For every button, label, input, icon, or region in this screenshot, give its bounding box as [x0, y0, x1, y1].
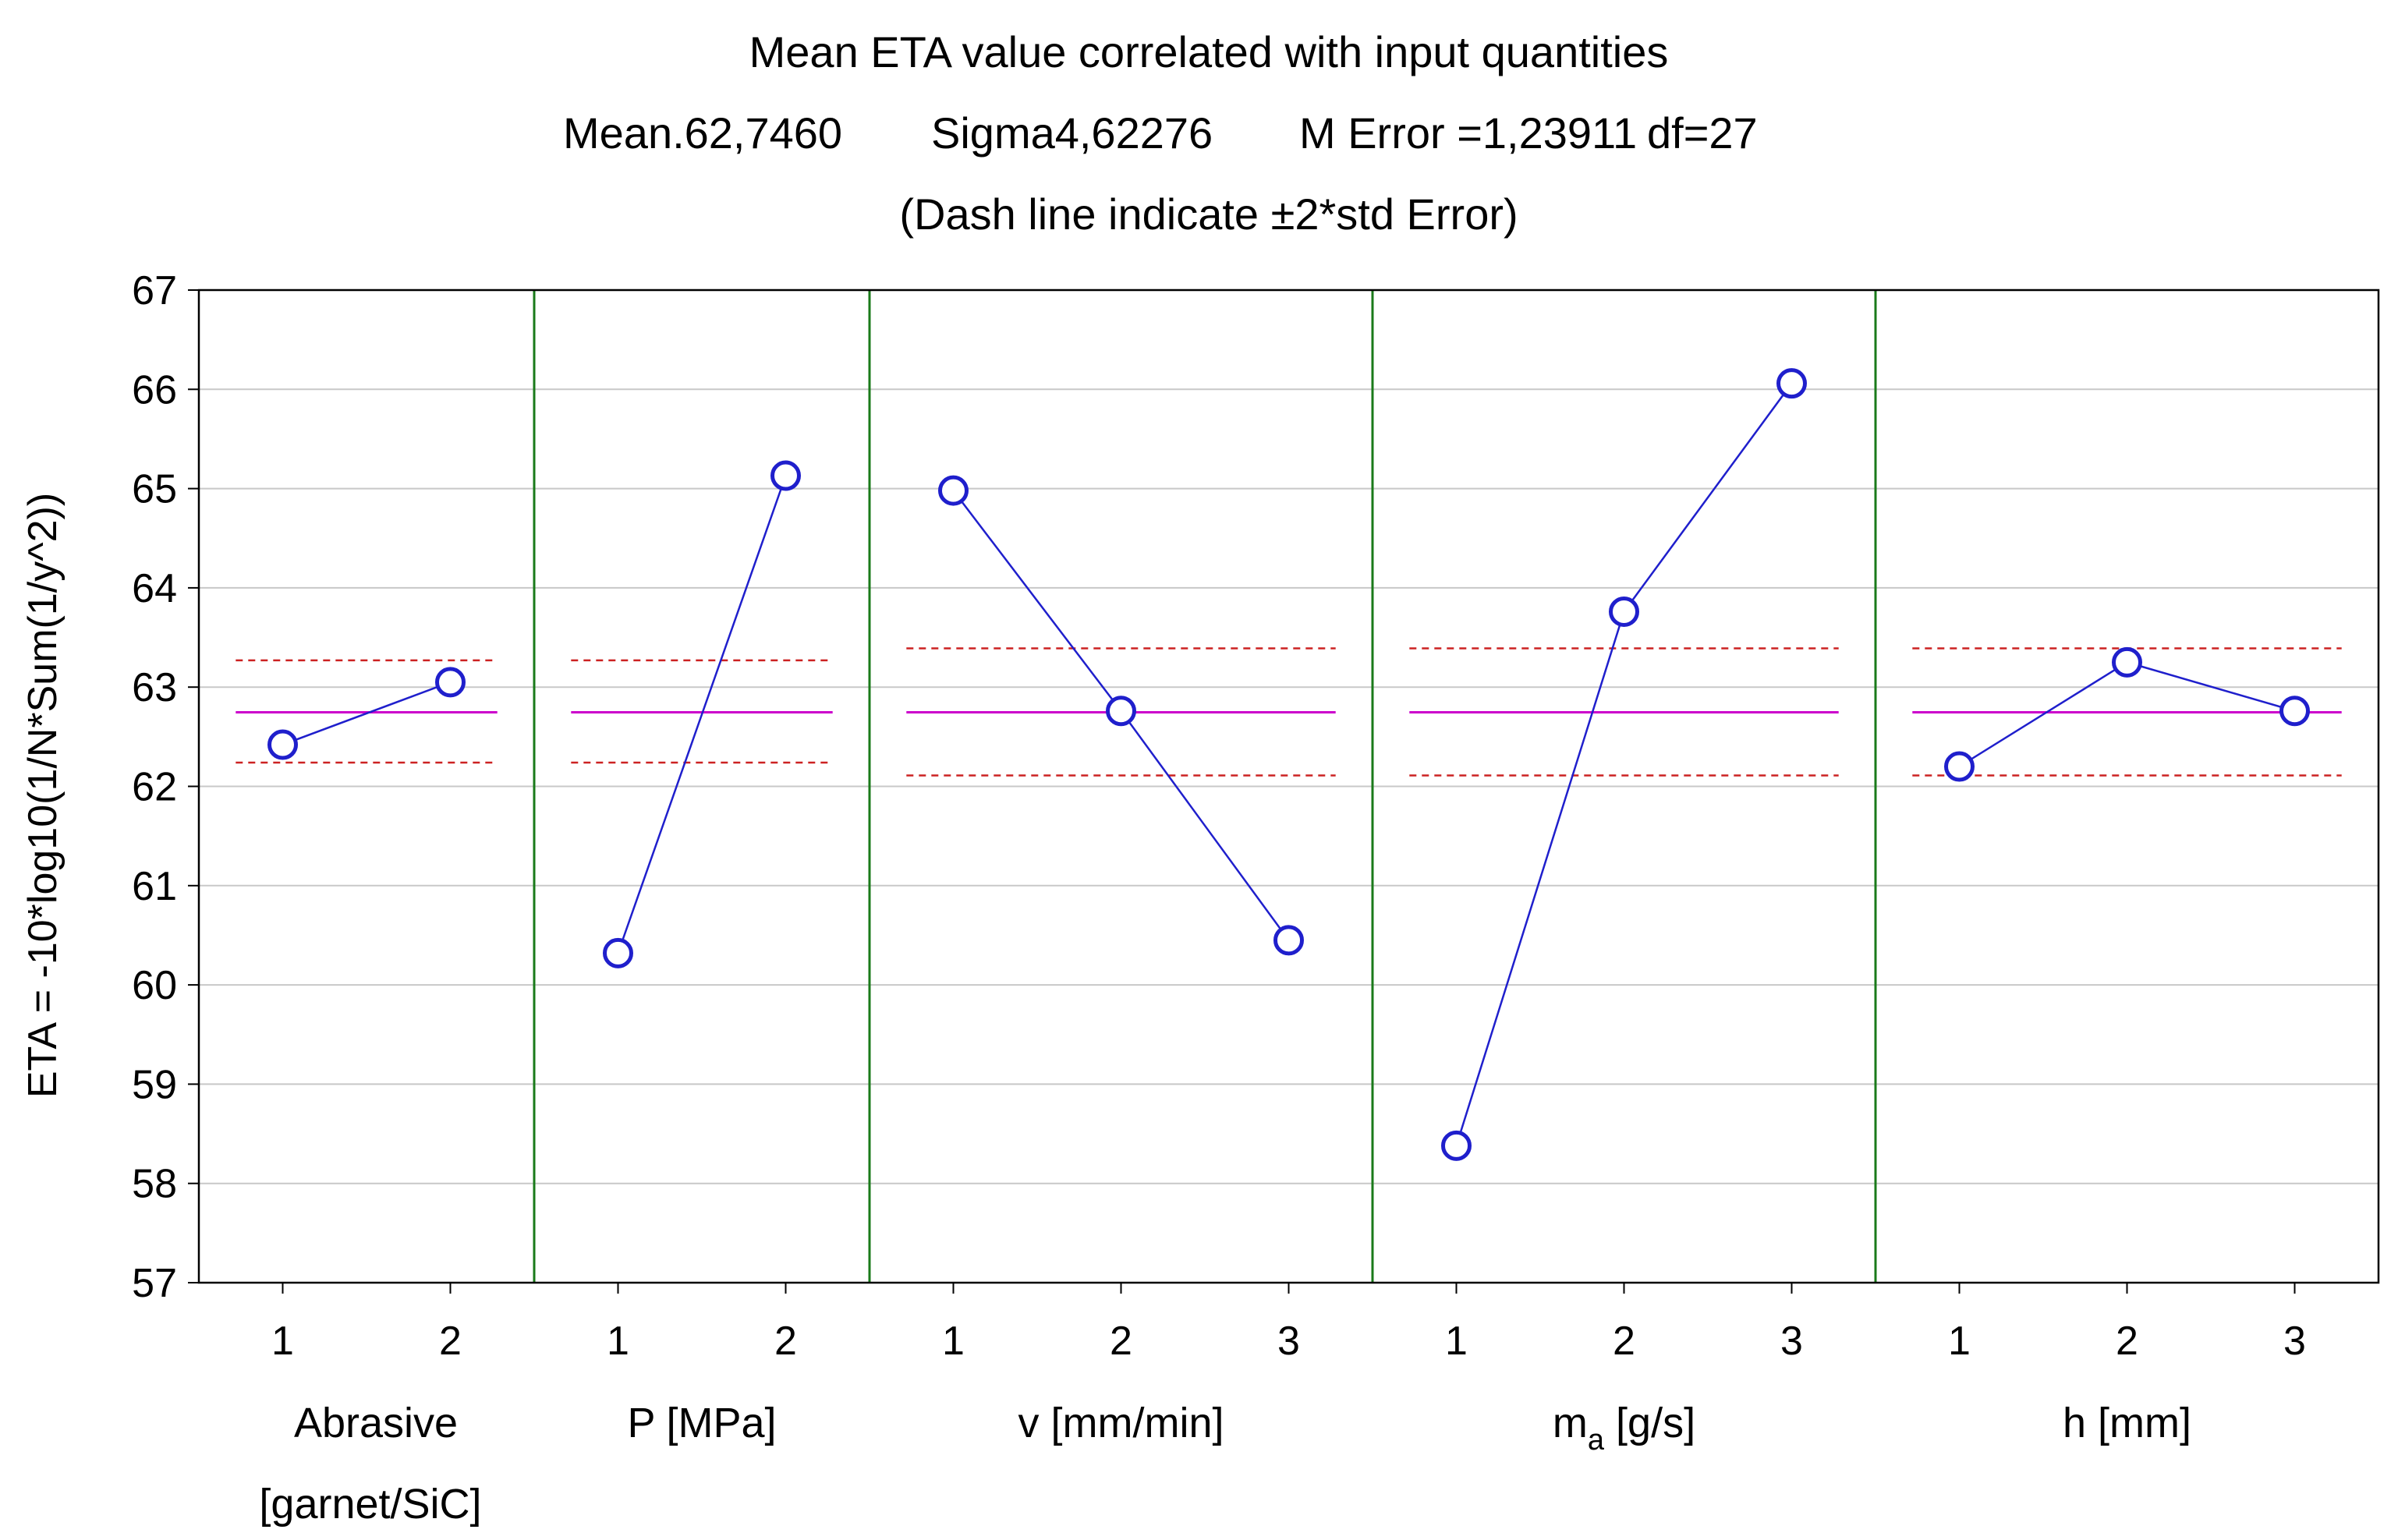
factor-label-main: m: [1553, 1400, 1588, 1446]
data-point: [1273, 925, 1304, 956]
y-tick-label: 60: [132, 963, 177, 1008]
x-tick-label: 1: [271, 1319, 294, 1364]
factor-label: v [mm/min]: [1018, 1400, 1224, 1446]
frame-layer: 1 2 Abrasive [garnet/SiC] 1 2 P [MPa] 1 2 3 v [mm/…: [197, 289, 2380, 1528]
factor-label: P [MPa]: [627, 1400, 776, 1446]
data-point: [938, 475, 969, 506]
series-line: [1455, 382, 1793, 1146]
data-point: [770, 460, 801, 491]
x-tick-label: 1: [607, 1319, 629, 1364]
data-point: [1944, 751, 1975, 782]
x-tick-label: 2: [1613, 1319, 1635, 1364]
y-tick-label: 62: [132, 765, 177, 810]
x-tick-label: 1: [1948, 1319, 1971, 1364]
data-point: [2112, 646, 2142, 678]
grid-layer: [199, 289, 2379, 1283]
x-tick-label: 1: [942, 1319, 965, 1364]
y-tick-label: 65: [132, 467, 177, 512]
y-tick-layer: 57 58 59 60 61 62 63 64 65 66 67: [132, 268, 199, 1306]
factor-label: ma [g/s]: [1553, 1400, 1695, 1457]
factor-layer: [236, 368, 2342, 1161]
data-point: [1441, 1130, 1472, 1161]
factor-label: Abrasive: [294, 1400, 458, 1446]
factor-label-rest: [g/s]: [1604, 1400, 1695, 1446]
factor-label: h [mm]: [2063, 1400, 2191, 1446]
x-tick-label: 3: [1277, 1319, 1300, 1364]
factor-label-line2: [garnet/SiC]: [259, 1481, 481, 1528]
data-point: [2279, 696, 2310, 727]
x-tick-label: 2: [774, 1319, 797, 1364]
series-line: [617, 475, 787, 954]
y-axis-label: ETA = -10*log10(1/N*Sum(1/y^2)): [20, 493, 66, 1098]
x-tick-label: 3: [1780, 1319, 1803, 1364]
y-tick-label: 67: [132, 268, 177, 313]
data-point: [603, 937, 633, 968]
y-tick-label: 66: [132, 367, 177, 412]
factor-label-subscript: a: [1588, 1424, 1605, 1457]
data-point: [435, 667, 466, 698]
y-tick-label: 63: [132, 665, 177, 710]
y-tick-label: 57: [132, 1261, 177, 1306]
x-tick-label: 1: [1445, 1319, 1468, 1364]
y-tick-label: 61: [132, 864, 177, 909]
x-tick-label: 2: [1110, 1319, 1132, 1364]
y-tick-label: 59: [132, 1062, 177, 1107]
series-line: [1958, 661, 2295, 768]
x-tick-label: 2: [439, 1319, 462, 1364]
data-point: [267, 729, 298, 760]
data-point: [1776, 368, 1807, 399]
x-tick-label: 3: [2283, 1319, 2306, 1364]
chart-subtitle-note: (Dash line indicate ±2*std Error): [899, 189, 1518, 239]
data-point: [1106, 696, 1136, 727]
series-line: [282, 681, 451, 746]
stat-mean: Mean.62,7460: [563, 108, 842, 158]
data-point: [1609, 596, 1639, 627]
stat-sigma: Sigma4,62276: [931, 108, 1213, 158]
y-tick-label: 64: [132, 566, 177, 611]
x-tick-label: 2: [2116, 1319, 2138, 1364]
stat-m-error: M Error =1,23911: [1299, 108, 1637, 158]
y-tick-label: 58: [132, 1162, 177, 1207]
stat-df: df=27: [1647, 108, 1758, 158]
chart-title: Mean ETA value correlated with input qua…: [749, 27, 1669, 76]
